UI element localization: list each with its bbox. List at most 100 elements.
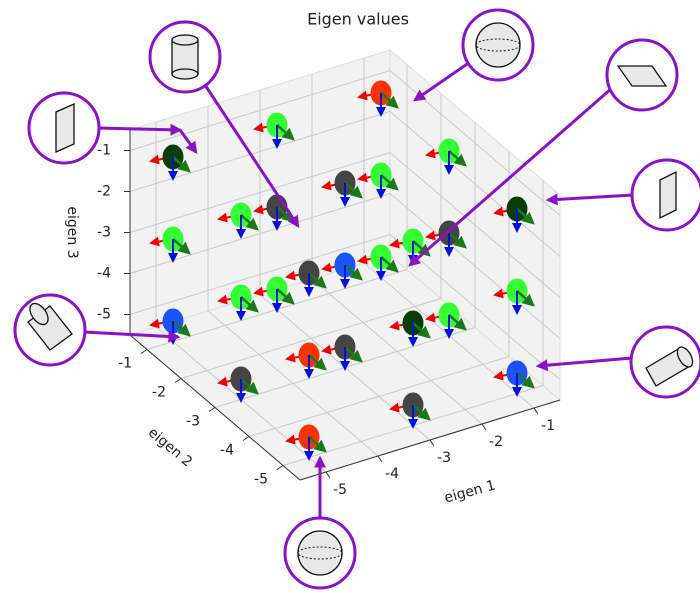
y-tick-label: -1 xyxy=(118,356,132,372)
tick-mark xyxy=(533,407,539,415)
axis-arrow xyxy=(276,124,295,141)
glyph xyxy=(389,392,431,429)
tick-mark xyxy=(208,407,216,412)
glyph xyxy=(217,284,259,321)
axis-arrow xyxy=(308,354,327,371)
grid-line xyxy=(129,234,391,315)
glyph xyxy=(493,196,535,233)
grid-line xyxy=(180,298,442,379)
glyph xyxy=(493,278,535,315)
axis-arrow xyxy=(240,378,259,395)
callout-arrow xyxy=(408,86,613,267)
glyph xyxy=(285,260,327,297)
z-tick-label: -1 xyxy=(97,143,111,159)
z-tick-label: -4 xyxy=(97,266,111,282)
tick-mark xyxy=(429,439,435,447)
axis-arrow xyxy=(448,232,467,249)
glyph xyxy=(217,366,259,403)
y-tick-label: -3 xyxy=(186,414,200,430)
axis-arrow xyxy=(448,314,467,331)
x-tick-label: -5 xyxy=(333,482,347,498)
callouts xyxy=(13,8,700,590)
z-tick-label: -5 xyxy=(97,307,111,323)
grid-line xyxy=(389,193,561,339)
tick-mark xyxy=(174,378,182,383)
x-axis xyxy=(299,399,561,481)
glyph xyxy=(321,252,363,289)
axis-arrow xyxy=(516,290,535,307)
axis-arrow xyxy=(276,288,295,305)
glyph xyxy=(357,80,399,117)
x-tick-label: -3 xyxy=(437,450,451,466)
y-tick-label: -4 xyxy=(220,443,234,459)
grid-line xyxy=(129,70,391,151)
glyph xyxy=(217,202,259,239)
glyph xyxy=(357,244,399,281)
plot-area: -5 -4 -3 -2 -1 -5 -4 -3 -2 -1 -5 -4 -3 -2 -1 eigen 1 eig… xyxy=(64,48,562,507)
axis-arrow xyxy=(412,322,431,339)
grid-line xyxy=(248,356,510,437)
callout-arrow xyxy=(83,330,181,343)
glyph xyxy=(149,144,191,181)
axis-arrow xyxy=(380,174,399,191)
icon-plane xyxy=(55,102,75,154)
axis-arrow xyxy=(380,256,399,273)
axis-arrow xyxy=(172,156,191,173)
y-axis xyxy=(129,334,301,481)
glyph xyxy=(149,226,191,263)
tick-mark xyxy=(325,471,331,479)
glyph xyxy=(493,360,535,397)
icon-cylinder xyxy=(645,346,694,387)
axis-arrow xyxy=(240,214,259,231)
y-tick-label: -5 xyxy=(254,472,268,488)
y-tick-label: -2 xyxy=(152,385,166,401)
z-axis-label: eigen 3 xyxy=(64,206,80,258)
callout-arrow xyxy=(535,356,633,372)
x-tick-label: -4 xyxy=(385,466,399,482)
callout-arrow xyxy=(203,84,300,229)
y-axis-label: eigen 2 xyxy=(145,425,195,471)
grid-line xyxy=(129,152,391,233)
tick-mark xyxy=(276,465,284,470)
axis-arrow xyxy=(240,296,259,313)
glyph xyxy=(285,342,327,379)
tick-mark xyxy=(140,349,148,354)
glyph xyxy=(389,310,431,347)
glyph xyxy=(425,302,467,339)
glyph xyxy=(321,334,363,371)
glyph xyxy=(357,162,399,199)
glyph xyxy=(285,424,327,461)
glyph xyxy=(253,112,295,149)
x-tick-label: -1 xyxy=(541,418,555,434)
z-tick-label: -2 xyxy=(97,184,111,200)
tick-mark xyxy=(242,436,250,441)
x-tick-label: -2 xyxy=(489,434,503,450)
axis-arrow xyxy=(412,404,431,421)
axis-arrow xyxy=(344,346,363,363)
icon-sphere xyxy=(475,22,521,68)
callout-arrow xyxy=(413,60,471,102)
x-axis-label: eigen 1 xyxy=(443,478,498,507)
callout-arrow xyxy=(178,129,198,154)
icon-plane xyxy=(616,65,668,87)
glyph xyxy=(321,170,363,207)
grid-line xyxy=(389,152,561,298)
glyph xyxy=(425,138,467,175)
icon-cylinder xyxy=(27,302,73,351)
axis-arrow xyxy=(172,320,191,337)
axis-arrow xyxy=(308,436,327,453)
icon-sphere xyxy=(297,530,343,576)
icon-plane xyxy=(659,170,677,220)
glyph xyxy=(253,276,295,313)
axis-arrow xyxy=(172,238,191,255)
icon-cylinder xyxy=(171,34,199,80)
axis-arrow xyxy=(308,272,327,289)
tick-mark xyxy=(481,423,487,431)
z-tick-label: -3 xyxy=(97,225,111,241)
axis-arrow xyxy=(344,182,363,199)
chart-title: Eigen values xyxy=(307,10,409,29)
axis-arrow xyxy=(344,264,363,281)
axis-arrow xyxy=(516,372,535,389)
grid-line xyxy=(389,111,561,257)
